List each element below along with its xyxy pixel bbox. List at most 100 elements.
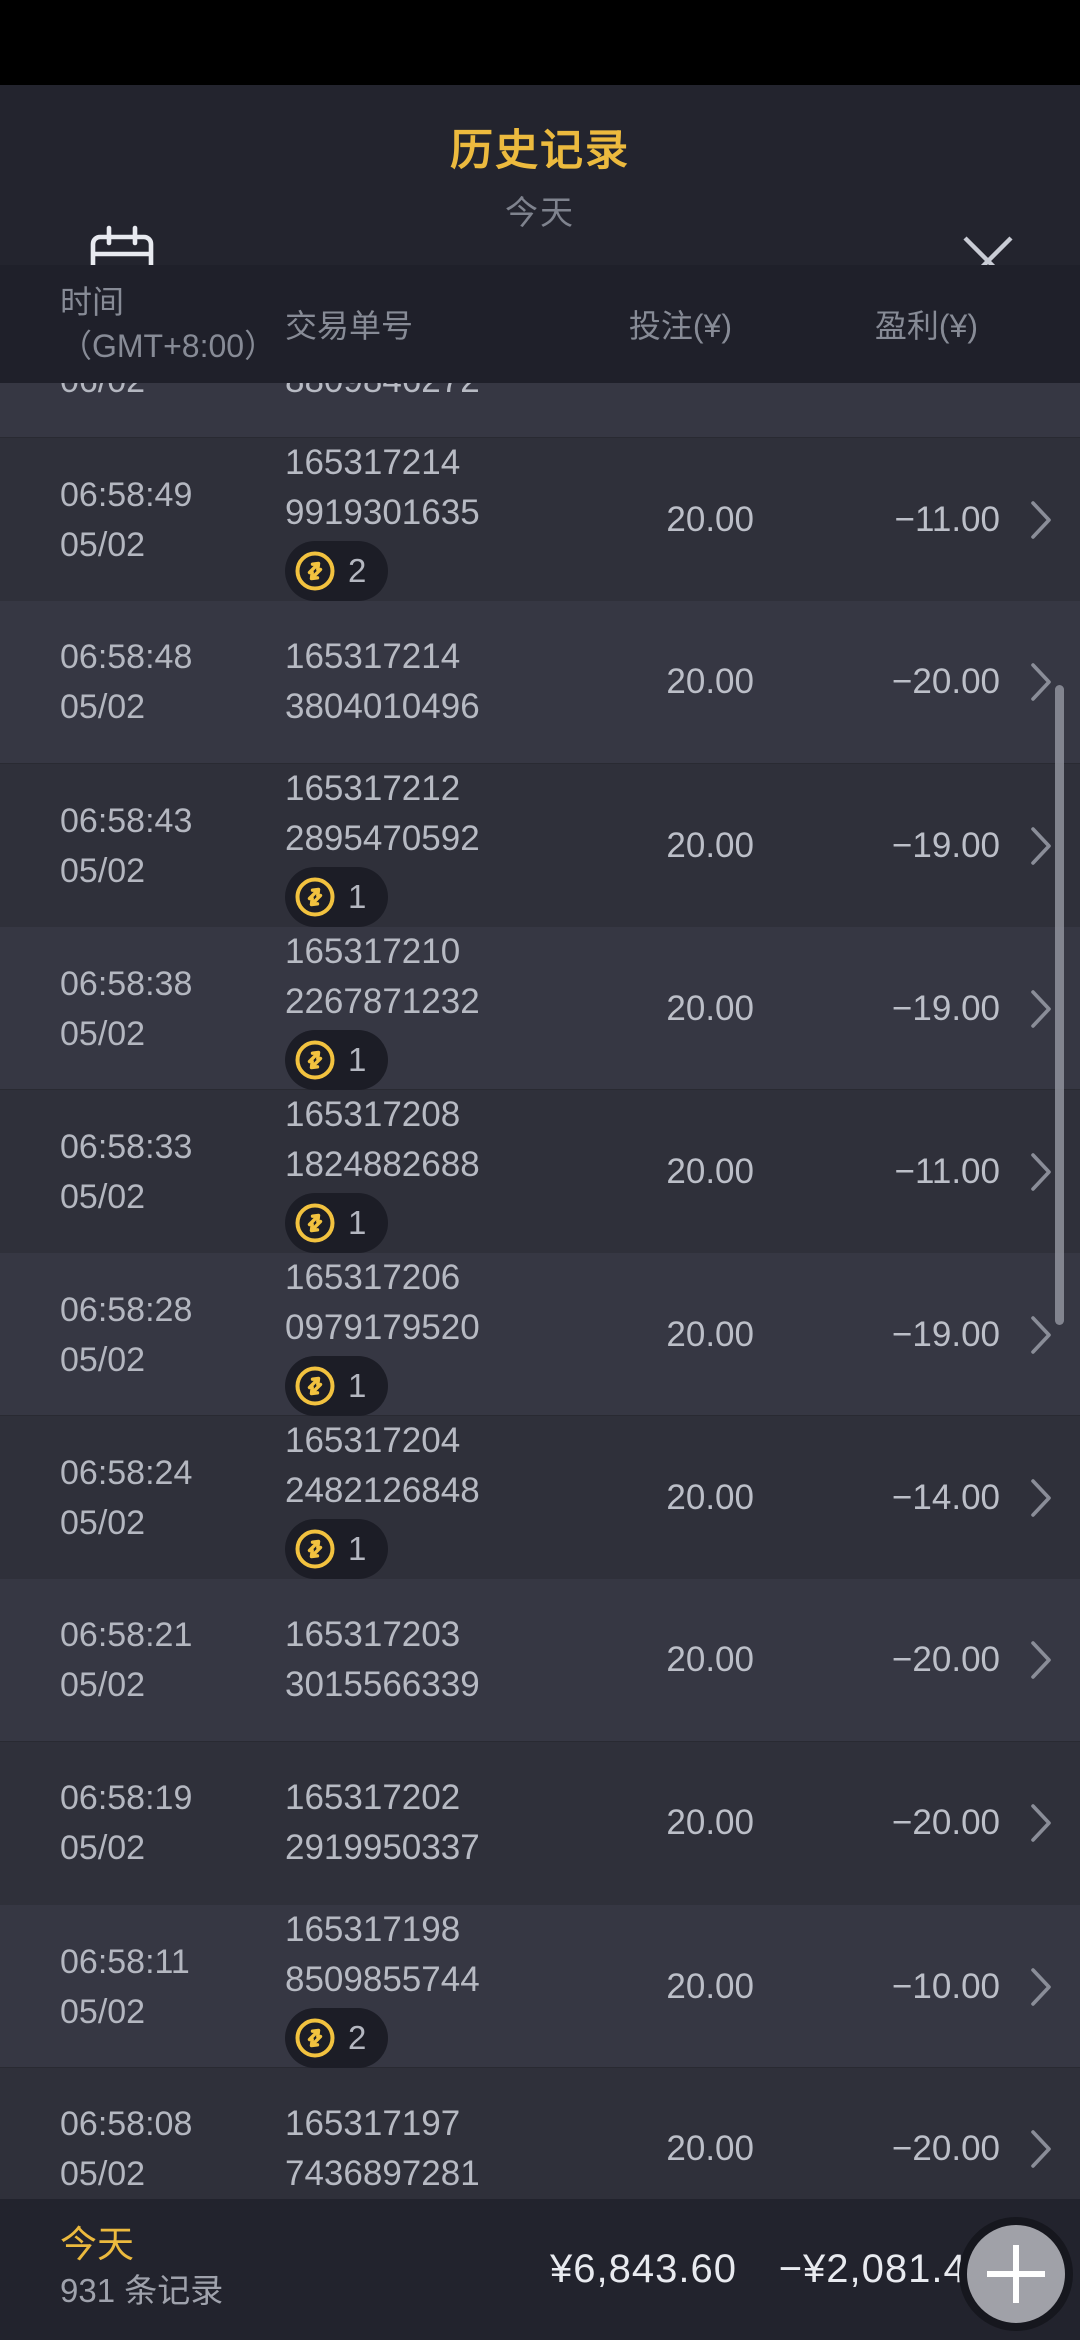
record-order-line2: 0979179520 xyxy=(285,1308,480,1347)
record-order-line2: 2482126848 xyxy=(285,1471,480,1510)
record-time: 06:58:19 xyxy=(60,1779,193,1817)
record-time-cell: 06:58:28 05/02 xyxy=(60,1285,285,1385)
record-bet: 20.00 xyxy=(666,1151,754,1191)
footer-total-bet: ¥6,843.60 xyxy=(550,2247,737,2291)
trade-arrows-icon xyxy=(292,1037,338,1083)
record-time: 06:58:48 xyxy=(60,638,193,676)
record-order-line2: 2267871232 xyxy=(285,982,480,1021)
round-count-badge: 2 xyxy=(285,2008,389,2068)
record-time: 06:58:11 xyxy=(60,1942,190,1981)
record-row[interactable]: 06:58:11 05/02 165317198 8509855744 2 20… xyxy=(0,1904,1080,2068)
record-bet: 20.00 xyxy=(666,1803,754,1842)
record-order-line1: 165317203 xyxy=(285,1615,461,1654)
record-bet: 20.00 xyxy=(666,988,754,1028)
round-count-badge: 1 xyxy=(285,1193,389,1253)
record-bet: 20.00 xyxy=(666,499,754,539)
record-row[interactable]: 06:58:48 05/02 165317214 3804010496 20.0… xyxy=(0,600,1080,763)
record-time-cell: 06:58:48 05/02 xyxy=(60,632,285,732)
chevron-right-icon[interactable] xyxy=(1000,1636,1060,1684)
record-row[interactable]: 06:58:28 05/02 165317206 0979179520 1 20… xyxy=(0,1252,1080,1416)
record-time-cell: 06:58:11 05/02 xyxy=(60,1937,285,2037)
record-order-line2: 3804010496 xyxy=(285,687,480,726)
chevron-right-icon[interactable] xyxy=(1000,1963,1060,2011)
record-time-cell: 06:58:33 05/02 xyxy=(60,1122,285,1222)
trade-arrows-icon xyxy=(292,548,338,594)
record-time: 06:58:38 xyxy=(60,964,193,1003)
record-bet: 20.00 xyxy=(666,662,754,701)
record-order-cell: 165317210 2267871232 1 xyxy=(285,927,575,1090)
record-profit: −19.00 xyxy=(891,988,1000,1028)
record-order-line2: 1824882688 xyxy=(285,1145,480,1184)
round-count-badge: 1 xyxy=(285,1519,389,1579)
record-order-line1: 165317208 xyxy=(285,1095,461,1134)
record-time-cell: 06:58:21 05/02 xyxy=(60,1610,285,1710)
clipped-record-row[interactable]: 06/02 8809846272 xyxy=(0,383,1080,437)
record-order-line1: 165317197 xyxy=(285,2104,461,2143)
round-count-badge: 1 xyxy=(285,1356,389,1416)
record-time-cell: 06:58:38 05/02 xyxy=(60,959,285,1059)
record-order-line1: 165317206 xyxy=(285,1258,461,1297)
record-date: 05/02 xyxy=(60,851,146,890)
record-bet: 20.00 xyxy=(666,1477,754,1517)
record-date: 05/02 xyxy=(60,688,146,726)
record-order-line2: 2895470592 xyxy=(285,819,480,858)
chevron-right-icon[interactable] xyxy=(1000,822,1060,870)
record-date: 05/02 xyxy=(60,1666,146,1704)
chevron-right-icon[interactable] xyxy=(1000,1799,1060,1847)
add-button[interactable] xyxy=(959,2217,1073,2331)
round-count-badge: 1 xyxy=(285,1030,389,1090)
record-bet: 20.00 xyxy=(666,2129,754,2168)
record-row[interactable]: 06:58:24 05/02 165317204 2482126848 1 20… xyxy=(0,1415,1080,1579)
record-date: 05/02 xyxy=(60,1829,146,1867)
status-bar xyxy=(0,0,1080,85)
summary-footer: 今天 931 条记录 ¥6,843.60 −¥2,081.48 xyxy=(0,2199,1080,2340)
record-time-cell: 06:58:08 05/02 xyxy=(60,2099,285,2199)
record-time: 06:58:21 xyxy=(60,1616,193,1654)
chevron-right-icon[interactable] xyxy=(1000,1148,1060,1196)
record-row[interactable]: 06:58:49 05/02 165317214 9919301635 2 20… xyxy=(0,437,1080,601)
chevron-right-icon[interactable] xyxy=(1000,2125,1060,2173)
record-date: 05/02 xyxy=(60,1014,146,1053)
record-time: 06:58:49 xyxy=(60,475,193,514)
record-order-line1: 165317214 xyxy=(285,637,461,676)
record-bet: 20.00 xyxy=(666,825,754,865)
table-header: 时间 （GMT+8:00） 交易单号 投注(¥) 盈利(¥) xyxy=(0,265,1080,383)
chevron-right-icon[interactable] xyxy=(1000,985,1060,1033)
record-date: 05/02 xyxy=(60,1503,146,1542)
badge-count: 2 xyxy=(348,2019,367,2056)
header-titles: 历史记录 今天 xyxy=(0,85,1080,265)
record-profit: −11.00 xyxy=(894,1151,1000,1191)
badge-count: 1 xyxy=(348,1041,367,1078)
record-order-cell: 165317202 2919950337 xyxy=(285,1773,575,1873)
chevron-right-icon[interactable] xyxy=(1000,1311,1060,1359)
scrollbar-thumb[interactable] xyxy=(1055,685,1064,1325)
record-row[interactable]: 06:58:21 05/02 165317203 3015566339 20.0… xyxy=(0,1578,1080,1741)
chevron-right-icon[interactable] xyxy=(1000,1474,1060,1522)
record-bet: 20.00 xyxy=(666,1314,754,1354)
record-row[interactable]: 06:58:08 05/02 165317197 7436897281 20.0… xyxy=(0,2067,1080,2199)
record-time: 06:58:43 xyxy=(60,801,193,840)
record-row[interactable]: 06:58:43 05/02 165317212 2895470592 1 20… xyxy=(0,763,1080,927)
record-bet: 20.00 xyxy=(666,1966,754,2006)
record-date: 06/02 xyxy=(60,383,145,406)
record-order-line1: 165317210 xyxy=(285,932,461,971)
record-row[interactable]: 06:58:33 05/02 165317208 1824882688 1 20… xyxy=(0,1089,1080,1253)
header-bar: 历史记录 今天 xyxy=(0,85,1080,293)
record-order-cell: 165317214 9919301635 2 xyxy=(285,438,575,601)
chevron-right-icon[interactable] xyxy=(1000,496,1060,544)
record-order-cell: 165317203 3015566339 xyxy=(285,1610,575,1710)
record-date: 05/02 xyxy=(60,525,146,564)
record-order-number: 8809846272 xyxy=(285,383,480,406)
badge-count: 2 xyxy=(348,552,367,589)
record-profit: −20.00 xyxy=(891,662,1000,701)
round-count-badge: 1 xyxy=(285,867,389,927)
record-order-cell: 165317212 2895470592 1 xyxy=(285,764,575,927)
record-time: 06:58:08 xyxy=(60,2105,193,2143)
page-subtitle: 今天 xyxy=(505,194,575,231)
record-profit: −20.00 xyxy=(891,1640,1000,1679)
chevron-right-icon[interactable] xyxy=(1000,658,1060,706)
record-row[interactable]: 06:58:19 05/02 165317202 2919950337 20.0… xyxy=(0,1741,1080,1904)
record-row[interactable]: 06:58:38 05/02 165317210 2267871232 1 20… xyxy=(0,926,1080,1090)
badge-count: 1 xyxy=(348,1530,367,1567)
record-profit: −14.00 xyxy=(891,1477,1000,1517)
